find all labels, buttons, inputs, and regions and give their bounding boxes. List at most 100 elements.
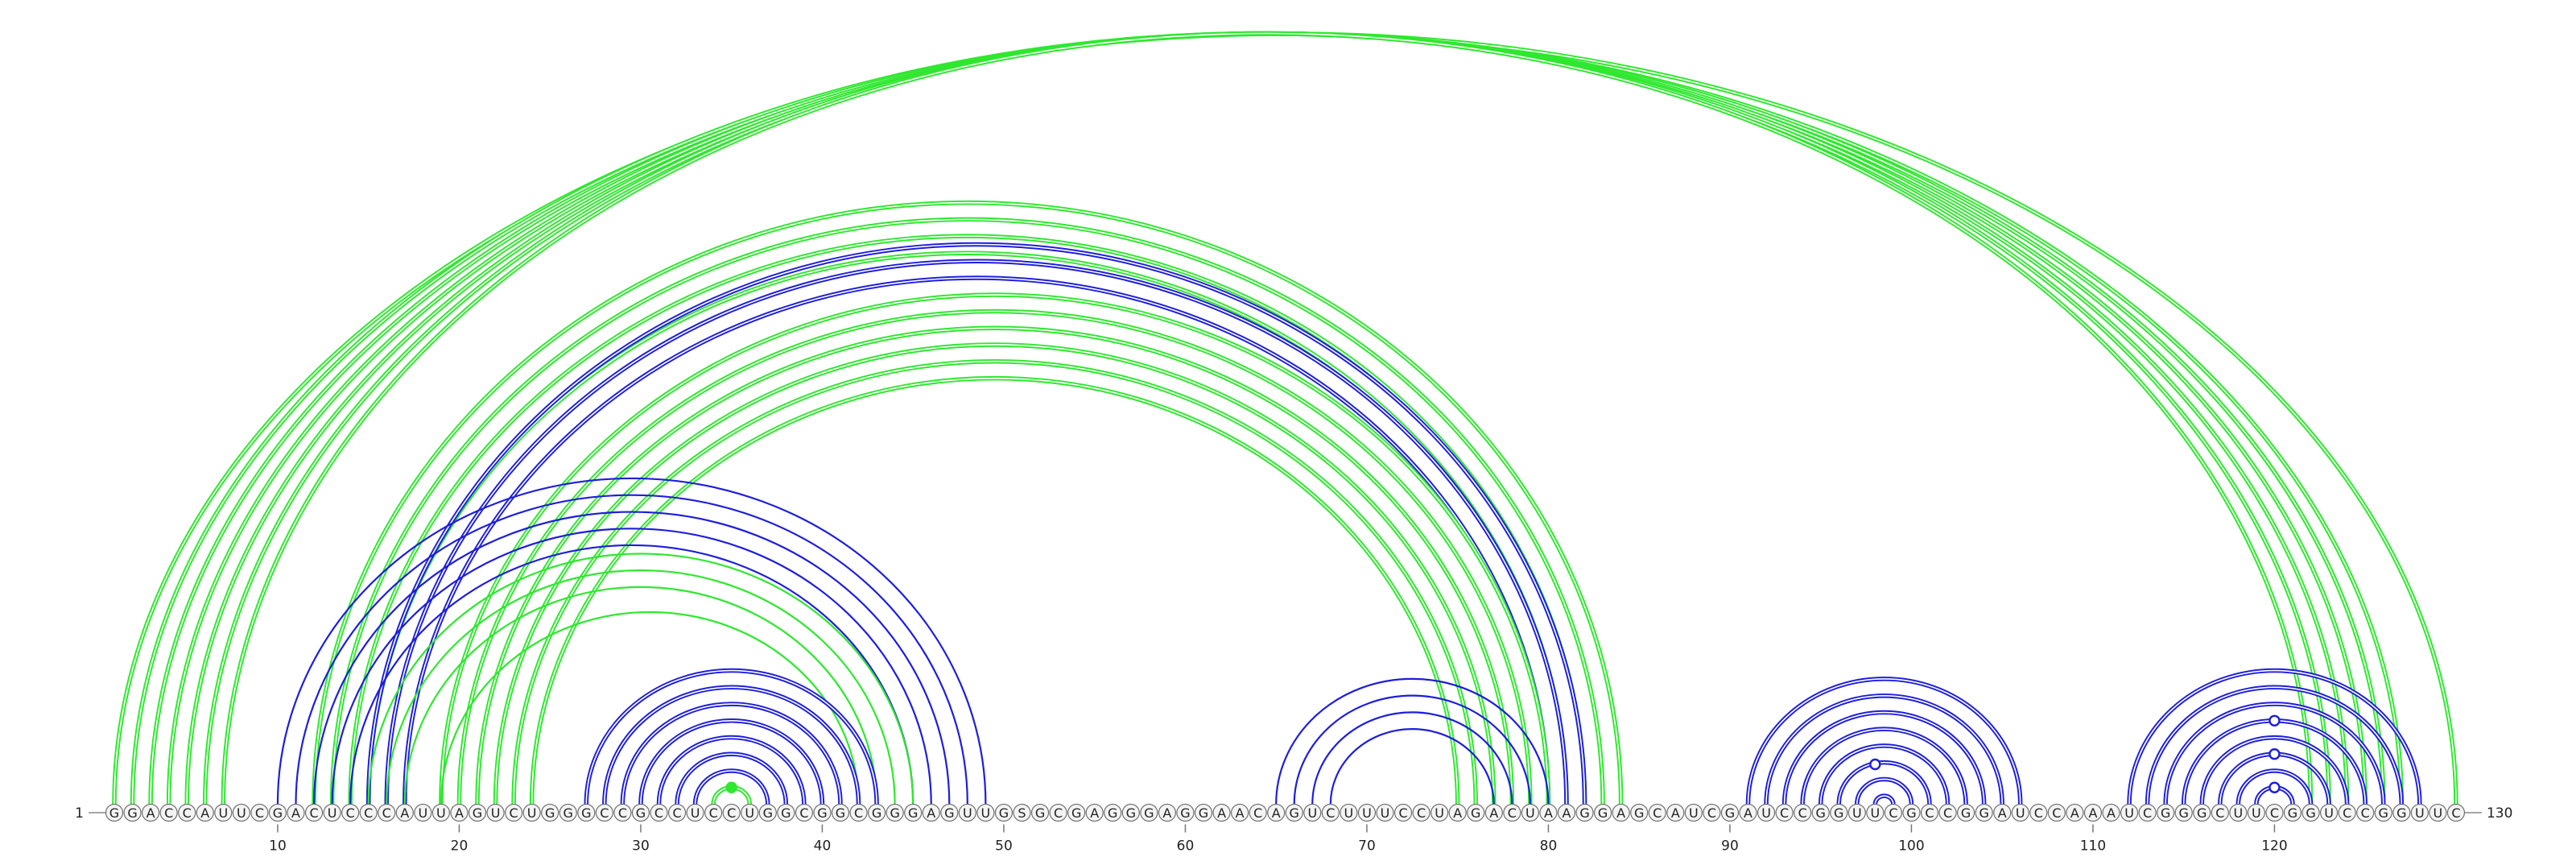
nucleotide-88: U — [1684, 803, 1703, 822]
nucleotide-letter: G — [908, 805, 918, 821]
sequence-start-label: 1 — [75, 805, 84, 822]
nucleotide-letter: U — [436, 805, 446, 821]
nucleotide-letter: C — [1508, 805, 1517, 821]
nucleotide-27: G — [577, 803, 596, 822]
nucleotide-129: U — [2429, 803, 2447, 822]
nucleotide-52: G — [1030, 803, 1050, 822]
base-pair-arc-gap — [2146, 686, 2403, 805]
nucleotide-letter: G — [1290, 805, 1299, 821]
nucleotide-letter: G — [1108, 805, 1117, 821]
nucleotide-letter: G — [1035, 805, 1045, 821]
base-pair-arc-93-104 — [1781, 710, 1987, 805]
nucleotide-46: A — [922, 803, 940, 822]
nucleotide-letter: G — [1579, 805, 1589, 821]
nucleotide-letter: C — [1943, 805, 1952, 821]
nucleotide-letter: C — [2361, 805, 2370, 821]
nucleotide-letter: A — [1489, 805, 1498, 821]
nucleotide-letter: A — [1217, 805, 1226, 821]
nucleotide-66: G — [1285, 803, 1303, 822]
nucleotide-letter: G — [890, 805, 899, 821]
nucleotide-44: G — [886, 803, 904, 822]
nucleotide-letter: A — [1671, 805, 1680, 821]
base-pair-arc-gap — [530, 377, 1459, 805]
nucleotide-12: C — [304, 803, 324, 822]
nucleotide-letter: C — [183, 805, 192, 821]
arc-marker — [2268, 748, 2281, 760]
nucleotide-letter: A — [1090, 805, 1099, 821]
nucleotide-letter: U — [745, 805, 754, 821]
base-pair-arc-gap — [658, 736, 805, 805]
nucleotide-34: C — [704, 803, 723, 822]
arc-marker — [1869, 758, 1881, 771]
nucleotide-18: U — [414, 803, 432, 822]
nucleotide-40: G — [813, 803, 832, 822]
nucleotide-105: A — [1993, 803, 2012, 822]
nucleotide-letter: U — [2324, 805, 2334, 821]
nucleotide-55: A — [1085, 803, 1104, 822]
nucleotide-15: C — [359, 803, 378, 822]
nucleotide-letter: U — [2124, 805, 2134, 821]
nucleotide-6: A — [196, 803, 214, 822]
base-pair-arc-98-99 — [1872, 793, 1896, 805]
nucleotide-letter: C — [382, 805, 391, 821]
nucleotide-letter: C — [654, 805, 663, 821]
tick-label-30: 30 — [632, 838, 650, 855]
arc-marker — [2268, 781, 2281, 793]
nucleotide-letter: U — [2434, 805, 2443, 821]
nucleotide-letter: U — [1852, 805, 1862, 821]
nucleotide-38: G — [777, 803, 795, 822]
nucleotide-letter: G — [872, 805, 881, 821]
nucleotide-78: C — [1503, 803, 1521, 822]
nucleotide-101: C — [1920, 803, 1939, 822]
nucleotide-72: C — [1393, 803, 1413, 822]
base-pair-arc-gap — [2201, 736, 2348, 805]
nucleotide-letter: U — [1870, 805, 1880, 821]
base-pair-arc-gap — [1838, 761, 1930, 805]
nucleotide-letter: G — [1126, 805, 1136, 821]
nucleotide-letter: A — [1744, 805, 1752, 821]
nucleotide-77: A — [1484, 803, 1503, 822]
nucleotide-letter: U — [1307, 805, 1317, 821]
nucleotide-104: G — [1975, 803, 1993, 822]
nucleotide-letter: U — [691, 805, 700, 821]
nucleotide-letter: A — [1453, 805, 1462, 821]
base-pair-arc-gap — [477, 327, 1513, 805]
nucleotide-letter: C — [600, 805, 609, 821]
nucleotide-100: G — [1902, 803, 1921, 822]
nucleotide-letter: A — [291, 805, 300, 821]
nucleotide-1: G — [105, 803, 124, 822]
nucleotide-29: C — [613, 803, 632, 822]
nucleotide-17: A — [395, 803, 414, 822]
base-pair-arc-gap — [313, 201, 1622, 805]
nucleotide-letter: U — [328, 805, 337, 821]
nucleotide-letter: G — [545, 805, 555, 821]
nucleotide-61: G — [1194, 803, 1213, 822]
nucleotide-letter: C — [1798, 805, 1807, 821]
nucleotide-122: G — [2301, 803, 2320, 822]
nucleotide-letter: G — [564, 805, 573, 821]
nucleotide-108: C — [2047, 803, 2066, 822]
nucleotide-69: U — [1340, 803, 1358, 822]
nucleotide-54: G — [1067, 803, 1086, 822]
tick-label-110: 110 — [2080, 838, 2106, 855]
nucleotide-letter: G — [763, 805, 773, 821]
base-pair-arc-97-100 — [1855, 776, 1914, 805]
base-pair-arc-12-47 — [312, 511, 951, 805]
nucleotide-letter: G — [1979, 805, 1988, 821]
nucleotide-58: G — [1140, 803, 1158, 822]
base-pair-arc-gap — [1819, 745, 1949, 805]
nucleotide-87: A — [1666, 803, 1685, 822]
nucleotide-letter: U — [2252, 805, 2261, 821]
nucleotide-letter: C — [1417, 805, 1426, 821]
nucleotide-letter: G — [473, 805, 482, 821]
arc-markers — [725, 714, 2281, 793]
nucleotide-25: G — [541, 803, 559, 822]
nucleotide-letter: U — [218, 805, 228, 821]
arc-marker — [725, 781, 737, 793]
nucleotide-109: A — [2066, 803, 2084, 822]
nucleotide-letter: U — [527, 805, 537, 821]
nucleotide-115: G — [2174, 803, 2193, 822]
nucleotide-74: U — [1430, 803, 1449, 822]
nucleotide-67: U — [1303, 803, 1322, 822]
nucleotide-letter: C — [255, 805, 264, 821]
